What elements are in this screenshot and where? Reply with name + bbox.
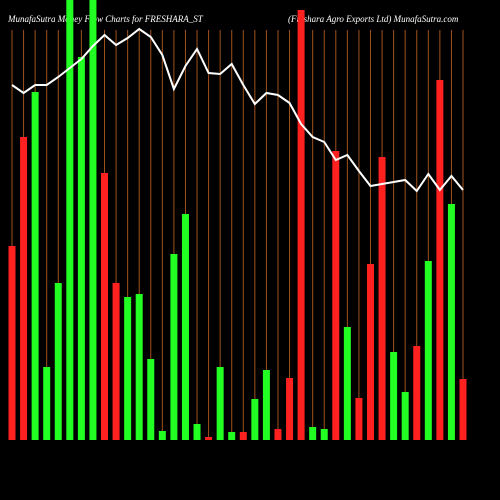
bar — [436, 80, 444, 440]
bar — [77, 57, 85, 440]
bar — [216, 367, 224, 440]
bar — [332, 151, 340, 440]
bar — [320, 429, 328, 440]
bar — [20, 137, 28, 440]
bar — [89, 0, 97, 440]
bar — [286, 378, 294, 440]
bar — [447, 204, 455, 440]
bar — [31, 92, 39, 440]
bar — [170, 254, 178, 440]
bar — [366, 264, 374, 440]
bar — [124, 297, 132, 440]
bar — [378, 157, 386, 440]
chart-subtitle: (Freshara Agro Exports Ltd) MunafaSutra.… — [288, 14, 459, 24]
bar — [343, 327, 351, 440]
bar — [355, 398, 363, 440]
bar — [297, 10, 305, 440]
bar — [101, 173, 109, 440]
plot-area — [8, 0, 467, 440]
bar — [228, 432, 236, 440]
bar — [54, 283, 62, 440]
bar — [181, 214, 189, 440]
bar — [112, 283, 120, 440]
bar — [413, 346, 421, 440]
bar — [424, 261, 432, 440]
bar — [8, 246, 16, 440]
line — [11, 27, 464, 193]
bar — [274, 429, 282, 440]
bar — [262, 370, 270, 440]
bar — [193, 424, 201, 440]
bar — [43, 367, 51, 440]
bar — [401, 392, 409, 440]
bar — [459, 379, 467, 440]
bar — [66, 0, 74, 440]
bar — [158, 431, 166, 440]
bar — [239, 432, 247, 440]
bar — [390, 352, 398, 440]
bar — [205, 437, 213, 440]
bar — [147, 359, 155, 440]
chart-title: MunafaSutra Money Flow Charts for FRESHA… — [7, 14, 204, 24]
bar — [135, 294, 143, 440]
bar — [309, 427, 317, 440]
bar — [251, 399, 259, 440]
